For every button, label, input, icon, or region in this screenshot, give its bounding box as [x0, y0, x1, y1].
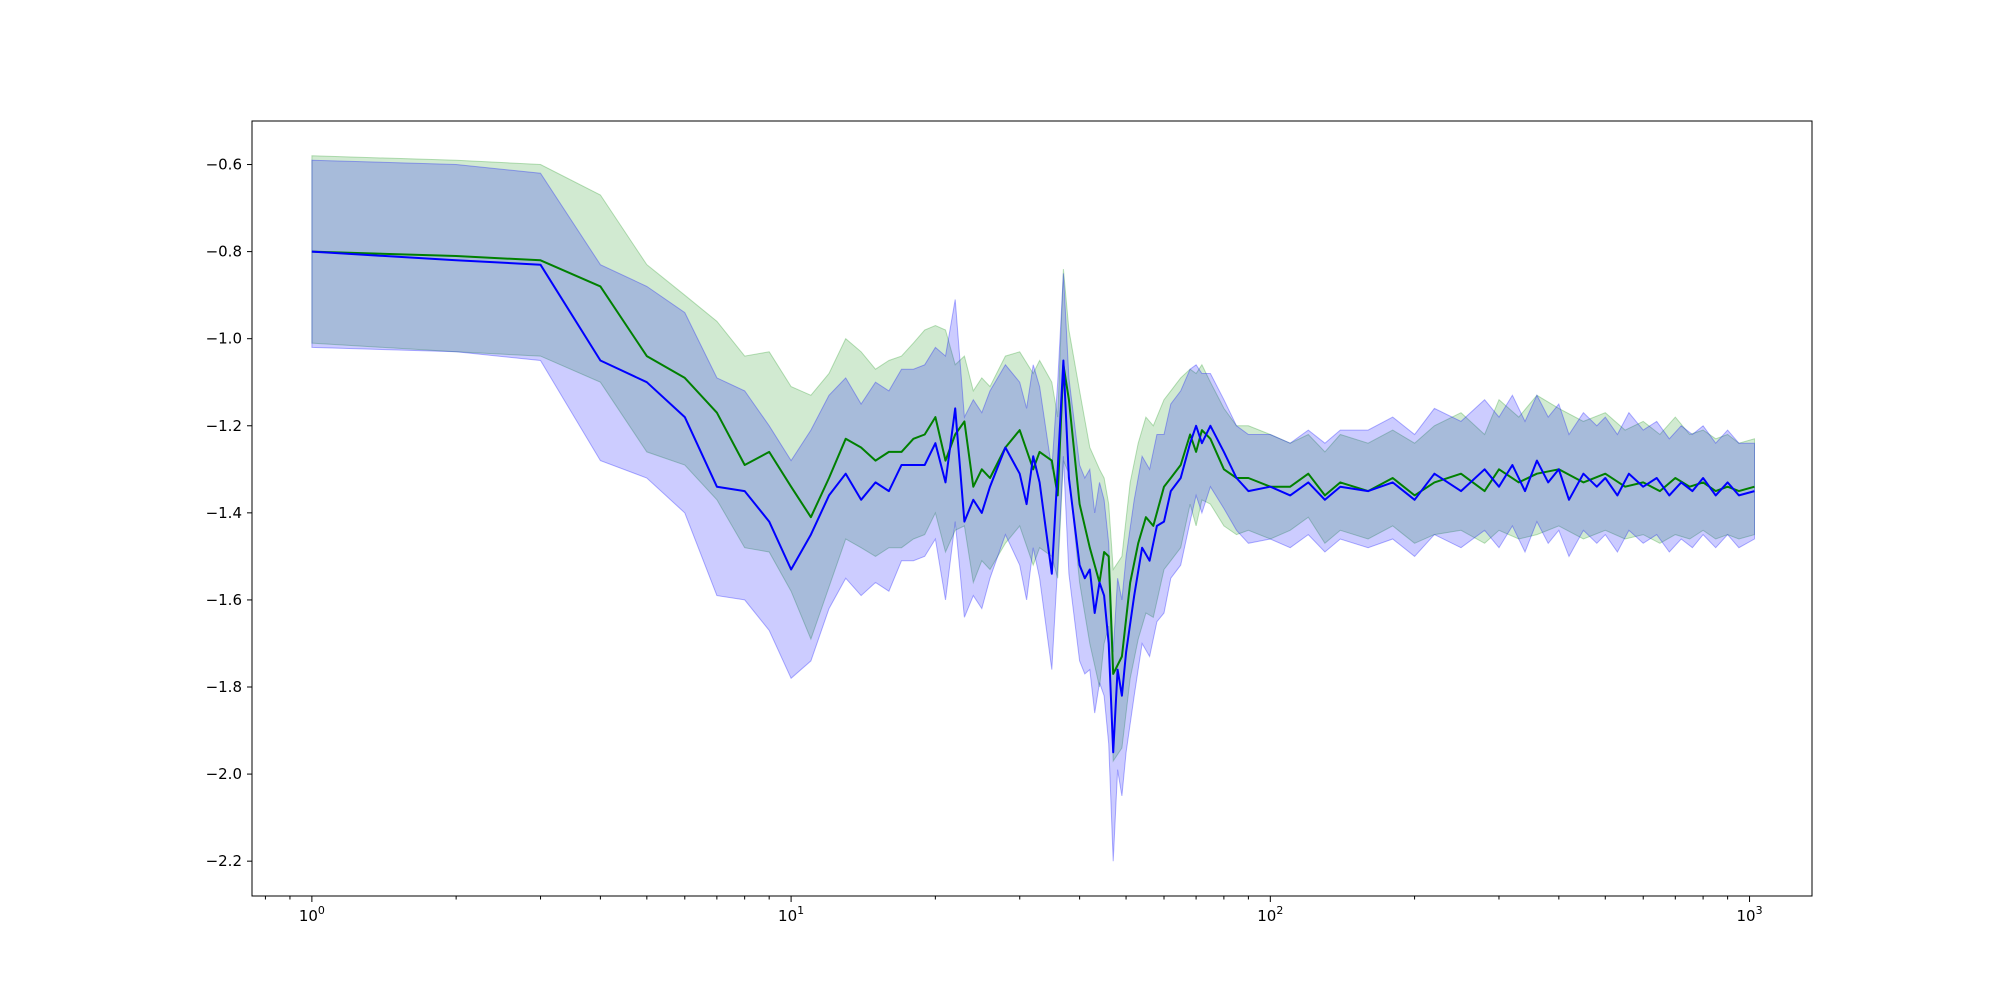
y-tick-label: −0.8	[206, 243, 242, 261]
series-lines	[311, 250, 1755, 754]
y-tick-label: −1.4	[206, 504, 242, 522]
series-1-line	[311, 250, 1755, 675]
y-tick-label: −1.6	[206, 591, 242, 609]
series-2-line	[311, 250, 1755, 754]
y-tick-label: −1.0	[206, 330, 242, 348]
y-tick-label: −0.6	[206, 156, 242, 174]
y-tick-label: −2.0	[206, 765, 242, 783]
plot-frame	[251, 120, 1813, 897]
y-axis: −0.6 −0.8 −1.0 −1.2 −1.4 −1.6 −1.8 −2.0 −2.2	[206, 156, 252, 870]
y-tick-label: −1.8	[206, 678, 242, 696]
y-tick-label: −1.2	[206, 417, 242, 435]
y-tick-label: −2.2	[206, 852, 242, 870]
series-2-band	[311, 159, 1755, 862]
